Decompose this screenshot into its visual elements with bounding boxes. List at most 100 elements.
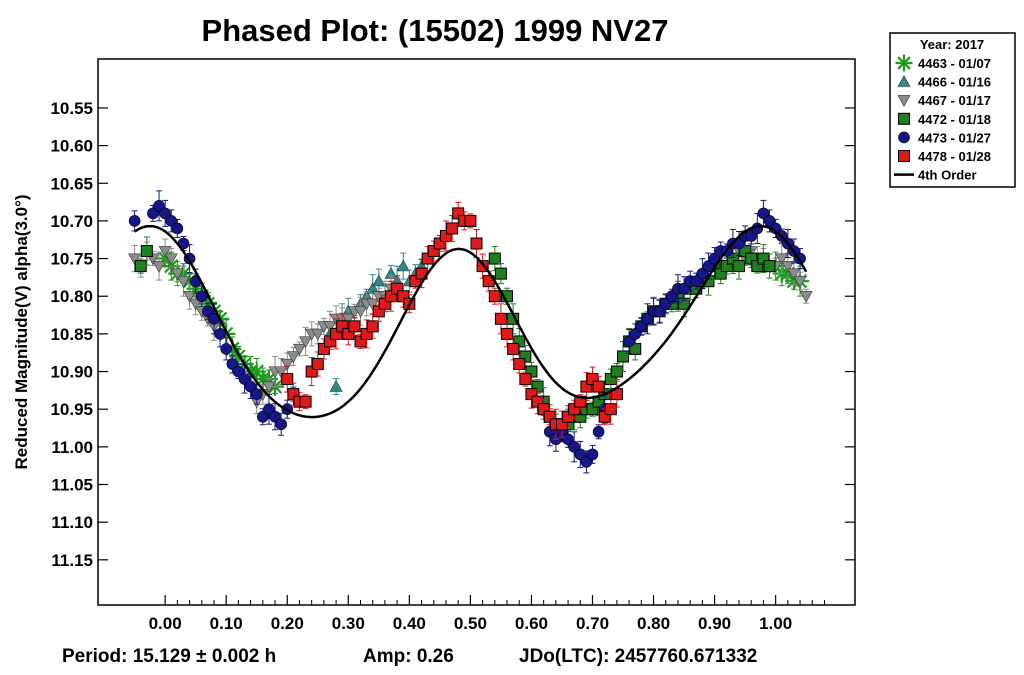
- data-point: [568, 441, 580, 453]
- data-point: [702, 260, 715, 272]
- legend-item: 4478 - 01/28: [898, 149, 991, 164]
- epoch-readout: JDo(LTC): 2457760.671332: [519, 646, 757, 667]
- data-point: [617, 350, 630, 363]
- data-point: [262, 381, 276, 394]
- data-point: [164, 253, 178, 266]
- data-point: [488, 252, 501, 265]
- y-tick-label: 10.55: [50, 99, 93, 118]
- data-point: [372, 274, 386, 287]
- data-point: [421, 252, 434, 265]
- data-point: [336, 320, 349, 333]
- x-tick-label: 0.00: [149, 614, 182, 633]
- data-point: [305, 365, 318, 378]
- legend-title: Year: 2017: [920, 37, 984, 52]
- data-point: [366, 320, 379, 333]
- data-point: [165, 215, 178, 227]
- data-point: [793, 276, 807, 288]
- x-tick-label: 0.40: [393, 614, 426, 633]
- data-point: [562, 433, 574, 446]
- data-point: [799, 291, 813, 303]
- data-point: [147, 207, 159, 220]
- data-point: [214, 328, 226, 340]
- legend: Year: 2017 4463 - 01/07 4466 - 01/16 4467 …: [889, 32, 1016, 188]
- legend-item: 4463 - 01/07: [895, 54, 991, 72]
- data-point: [396, 259, 410, 272]
- legend-item: 4472 - 01/18: [898, 112, 991, 127]
- y-tick-label: 10.90: [50, 363, 93, 382]
- data-point: [678, 282, 690, 295]
- data-point: [543, 410, 556, 423]
- data-point: [341, 313, 355, 326]
- data-point: [519, 350, 532, 363]
- data-point: [494, 267, 507, 280]
- legend-items: 4463 - 01/07 4466 - 01/16 4467 - 01/17 4472…: [894, 54, 991, 183]
- data-point: [598, 410, 611, 423]
- data-point: [299, 395, 312, 408]
- x-tick-label: 0.60: [515, 614, 548, 633]
- amplitude-readout: Amp: 0.26: [363, 646, 454, 667]
- data-point: [360, 327, 373, 340]
- data-point: [281, 373, 294, 386]
- data-point: [623, 335, 635, 348]
- y-axis: 10.55 10.60 10.65 10.70 10.75 10.80 10.85 10.90…: [50, 99, 855, 570]
- data-point: [757, 252, 770, 265]
- chart-title: Phased Plot: (15502) 1999 NV27: [202, 13, 669, 48]
- series-4478-01-28: [281, 201, 623, 440]
- data-point: [378, 297, 391, 310]
- data-point: [397, 290, 410, 303]
- data-point: [329, 379, 343, 392]
- data-point: [354, 335, 367, 348]
- y-tick-label: 10.70: [50, 212, 93, 231]
- x-tick-label: 0.20: [271, 614, 304, 633]
- legend-label: 4467 - 01/17: [918, 93, 991, 108]
- data-point: [226, 358, 239, 370]
- data-point: [653, 305, 666, 318]
- data-point: [745, 252, 758, 265]
- y-tick-label: 10.85: [50, 325, 93, 344]
- x-tick-label: 0.80: [637, 614, 670, 633]
- y-tick-label: 10.65: [50, 174, 93, 193]
- data-point: [409, 275, 422, 288]
- data-point: [513, 358, 526, 371]
- data-point: [286, 351, 300, 364]
- legend-label: 4473 - 01/27: [918, 130, 991, 145]
- legend-box: [889, 32, 1016, 188]
- data-point: [280, 358, 294, 371]
- data-point: [757, 207, 770, 220]
- data-point: [604, 403, 617, 416]
- legend-marker: [898, 131, 910, 144]
- y-tick-label: 11.05: [51, 476, 93, 495]
- fit-curve-4th-order: [133, 224, 808, 419]
- y-tick-label: 10.95: [50, 400, 93, 419]
- data-point: [476, 260, 489, 273]
- data-point: [494, 312, 507, 325]
- data-point: [353, 306, 368, 318]
- data-point: [342, 327, 355, 340]
- data-point: [152, 261, 166, 273]
- legend-label: 4463 - 01/07: [918, 56, 991, 71]
- data-point: [562, 410, 575, 423]
- period-readout: Period: 15.129 ± 0.002 h: [62, 646, 276, 667]
- data-point: [751, 260, 764, 273]
- data-point: [170, 268, 184, 281]
- x-tick-label: 0.70: [576, 614, 609, 633]
- y-tick-label: 11.00: [51, 438, 93, 457]
- data-point: [323, 321, 337, 333]
- data-point: [159, 207, 171, 220]
- legend-marker: [895, 54, 913, 72]
- x-tick-label: 0.50: [454, 614, 487, 633]
- data-point: [232, 365, 245, 378]
- y-tick-label: 10.60: [50, 137, 93, 156]
- legend-marker: [898, 150, 910, 162]
- data-point: [531, 395, 544, 408]
- data-point: [781, 261, 795, 273]
- data-point: [189, 298, 203, 311]
- data-point: [525, 388, 538, 401]
- data-point: [763, 260, 776, 273]
- data-point: [641, 313, 654, 325]
- data-point: [348, 320, 361, 333]
- data-point: [555, 418, 568, 431]
- x-tick-label: 0.30: [332, 614, 365, 633]
- data-point: [140, 245, 153, 258]
